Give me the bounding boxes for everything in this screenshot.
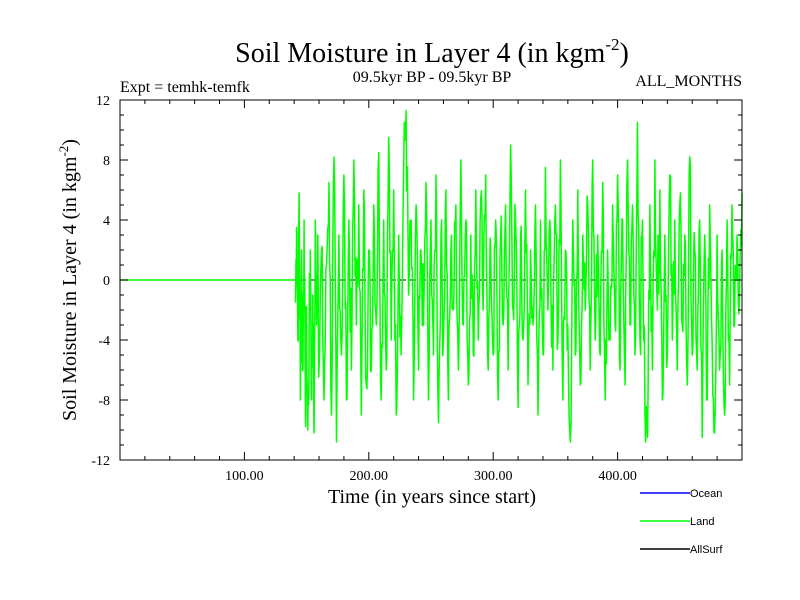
y-axis-label-sup: -2 xyxy=(56,146,71,157)
y-tick-label: 4 xyxy=(103,214,110,229)
legend-label-land: Land xyxy=(690,516,714,528)
x-tick-label: 400.00 xyxy=(598,469,637,484)
y-axis-label-close: ) xyxy=(59,139,81,146)
x-axis-label: Time (in years since start) xyxy=(328,486,536,508)
y-tick-label: 12 xyxy=(96,94,110,109)
legend: Ocean Land AllSurf xyxy=(640,488,723,556)
x-tick-label: 100.00 xyxy=(225,469,264,484)
y-tick-label: 8 xyxy=(103,154,110,169)
x-tick-label: 300.00 xyxy=(474,469,513,484)
subtitle-right: ALL_MONTHS xyxy=(635,73,742,90)
series-line-land xyxy=(294,109,743,443)
chart-title-sup: -2 xyxy=(605,35,619,54)
y-tick-label: -8 xyxy=(98,394,110,409)
chart-title-close: ) xyxy=(620,38,629,69)
y-tick-label: 0 xyxy=(103,274,110,289)
subtitle-center: 09.5kyr BP - 09.5kyr BP xyxy=(353,69,512,86)
subtitle-left: Expt = temhk-temfk xyxy=(120,79,250,96)
chart-title: Soil Moisture in Layer 4 (in kgm-2) xyxy=(235,35,629,69)
chart-title-main: Soil Moisture in Layer 4 (in kgm xyxy=(235,38,605,69)
legend-label-ocean: Ocean xyxy=(690,488,722,500)
y-axis-label-main: Soil Moisture in Layer 4 (in kgm xyxy=(59,156,81,421)
y-axis-label: Soil Moisture in Layer 4 (in kgm-2) xyxy=(56,139,81,421)
x-tick-label: 200.00 xyxy=(350,469,389,484)
y-tick-label: -12 xyxy=(91,454,110,469)
y-tick-label: -4 xyxy=(98,334,110,349)
plot-area: -12 -8 -4 0 4 8 12 100.00 200.00 300.00 400.00 xyxy=(91,94,743,484)
legend-label-allsurf: AllSurf xyxy=(690,544,723,556)
